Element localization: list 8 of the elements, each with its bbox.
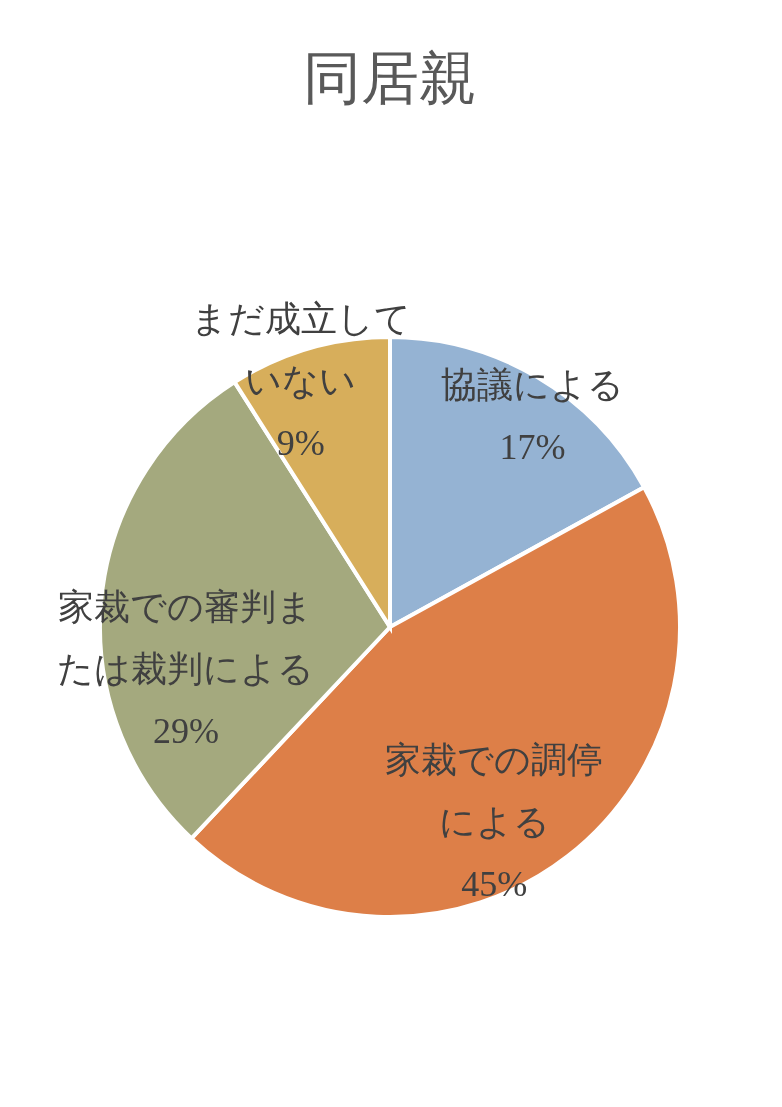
slice-label: 家裁での調停による bbox=[385, 740, 604, 843]
slice-label: 協議による bbox=[441, 364, 625, 405]
data-label: 17% bbox=[499, 426, 566, 467]
data-label: 45% bbox=[461, 864, 528, 905]
data-label: 9% bbox=[276, 422, 325, 463]
slice-label: まだ成立していない bbox=[190, 298, 411, 401]
data-label: 29% bbox=[152, 710, 219, 751]
chart-title: 同居親 bbox=[303, 46, 477, 111]
